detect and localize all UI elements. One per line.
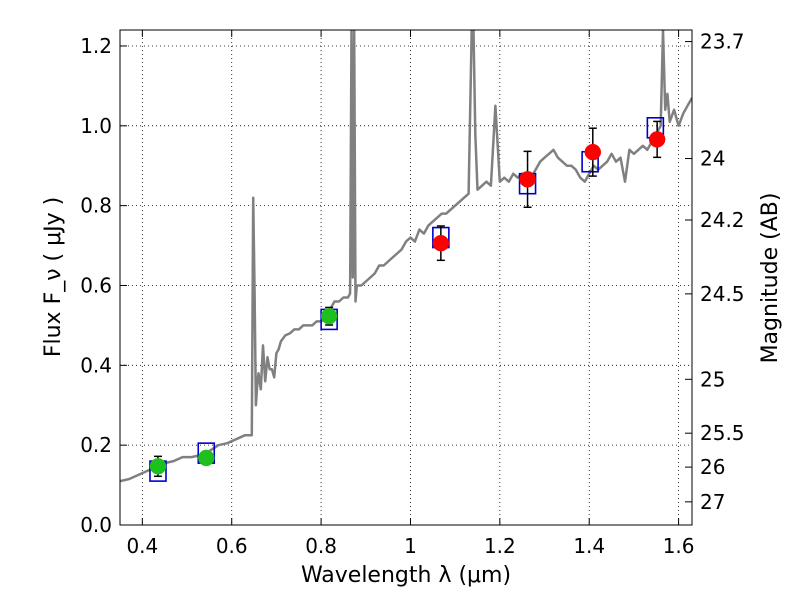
y-tick-label: 1.0	[80, 114, 112, 138]
y-tick-label: 0.8	[80, 194, 112, 218]
nir-data-point	[519, 171, 536, 188]
y2-tick-label: 23.7	[700, 30, 745, 54]
y2-tick-label: 27	[700, 490, 725, 514]
y-tick-label: 0.0	[80, 513, 112, 537]
nir-data-point	[432, 234, 450, 252]
y2-tick-label: 25	[700, 367, 725, 391]
optical-data-point	[197, 449, 215, 467]
optical-data-point	[149, 458, 167, 475]
y2-axis-label: Magnitude (AB)	[758, 193, 783, 364]
x-tick-label: 1.6	[663, 534, 695, 558]
y-tick-label: 0.4	[80, 353, 112, 377]
x-tick-label: 0.6	[216, 534, 248, 558]
plot-frame	[119, 29, 693, 526]
y2-tick-label: 24.5	[700, 282, 745, 306]
model-spectrum-line	[120, 30, 692, 483]
plot-area	[120, 30, 692, 483]
nir-data-point	[648, 131, 666, 148]
y-tick-label: 1.2	[80, 34, 112, 58]
x-tick-label: 0.8	[305, 534, 337, 558]
y-tick-label: 0.6	[80, 273, 112, 297]
x-tick-label: 1.2	[484, 534, 516, 558]
optical-data-point	[320, 307, 338, 325]
x-axis-ticks: 0.4 0.6 0.8 1 1.2 1.4 1.6	[126, 30, 695, 558]
x-tick-label: 1	[404, 534, 417, 558]
y2-tick-label: 24.2	[700, 208, 745, 232]
x-axis-label: Wavelength λ (μm)	[301, 563, 511, 588]
x-tick-label: 0.4	[126, 534, 158, 558]
y2-axis-ticks: 23.7 24 24.2 24.5 25 25.5 26 27	[685, 30, 745, 514]
x-tick-label: 1.4	[573, 534, 605, 558]
y2-tick-label: 26	[700, 455, 725, 479]
y2-tick-label: 25.5	[700, 421, 745, 445]
nir-data-point	[584, 143, 602, 161]
y2-tick-label: 24	[700, 147, 725, 171]
y-tick-label: 0.2	[80, 433, 112, 457]
y-axis-label: Flux F_ν ( μJy )	[41, 197, 66, 357]
y-axis-ticks: 0.0 0.2 0.4 0.6 0.8 1.0 1.2	[80, 34, 127, 537]
